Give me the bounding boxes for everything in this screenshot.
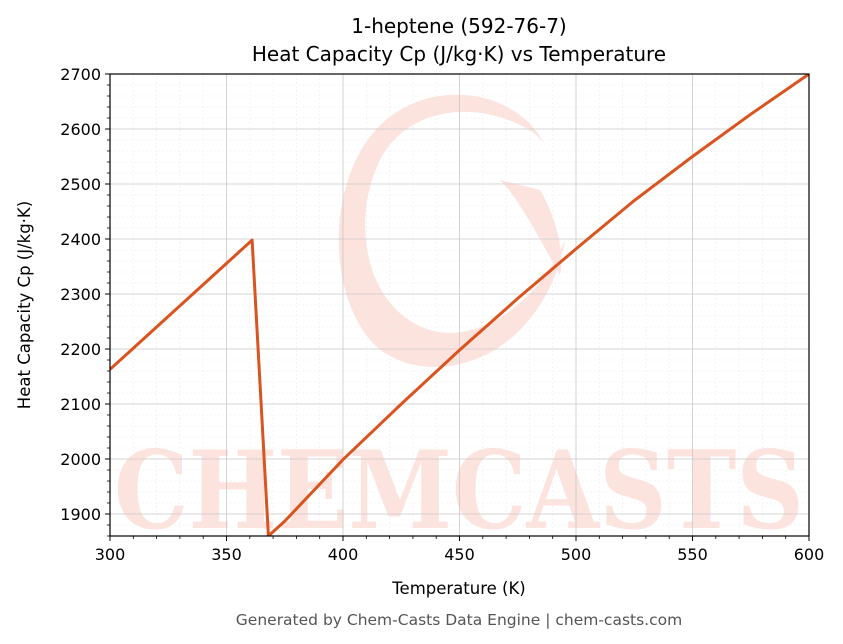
x-axis: 300 350 400 450 500 550 600 (95, 536, 825, 564)
footer-text: Generated by Chem-Casts Data Engine | ch… (236, 611, 682, 629)
x-tick-label: 550 (677, 545, 708, 564)
y-tick-label: 2500 (60, 175, 101, 194)
y-tick-label: 2700 (60, 65, 101, 84)
x-tick-label: 400 (328, 545, 359, 564)
watermark-logo (338, 94, 565, 367)
y-axis: 1900 2000 2100 2200 2300 2400 2500 2600 2700 (60, 65, 110, 537)
watermark: CHEMCASTS (114, 94, 804, 554)
x-axis-label: Temperature (K) (391, 579, 525, 598)
y-axis-label: Heat Capacity Cp (J/kg·K) (15, 201, 34, 409)
chart-title-line2: Heat Capacity Cp (J/kg·K) vs Temperature (252, 42, 666, 66)
y-tick-label: 2000 (60, 450, 101, 469)
x-tick-label: 600 (794, 545, 825, 564)
y-tick-label: 1900 (60, 505, 101, 524)
y-tick-label: 2100 (60, 395, 101, 414)
series-line (110, 74, 809, 536)
y-tick-label: 2400 (60, 230, 101, 249)
y-tick-label: 2600 (60, 120, 101, 139)
x-tick-label: 300 (95, 545, 126, 564)
watermark-text: CHEMCASTS (114, 428, 804, 554)
chart-title-line1: 1-heptene (592-76-7) (351, 14, 567, 38)
y-tick-label: 2200 (60, 340, 101, 359)
y-tick-label: 2300 (60, 285, 101, 304)
x-tick-label: 500 (561, 545, 592, 564)
x-tick-label: 450 (444, 545, 475, 564)
x-tick-label: 350 (211, 545, 242, 564)
